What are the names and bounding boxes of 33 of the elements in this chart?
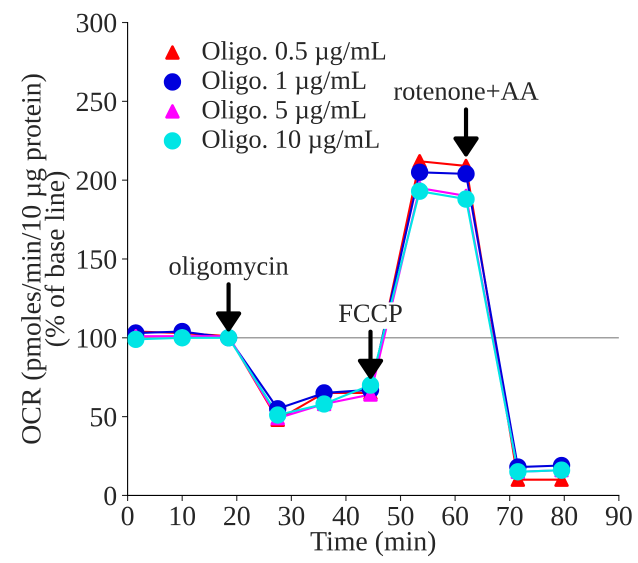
legend-label: Oligo. 0.5 µg/mL (202, 41, 386, 66)
point (457, 190, 475, 208)
x-tick-label: 60 (442, 506, 468, 526)
x-tick-label: 50 (388, 506, 414, 526)
x-tick-label: 40 (332, 506, 359, 526)
x-tick-label: 80 (551, 506, 578, 526)
annotation: FCCP (338, 304, 402, 322)
point (410, 164, 428, 181)
y-tick-label: 150 (78, 250, 116, 269)
point (174, 329, 191, 346)
point (269, 406, 286, 424)
x-tick-label: 30 (278, 506, 304, 526)
x-tick-label: 0 (122, 506, 134, 526)
y-tick-label: 200 (76, 171, 116, 190)
y-tick-label: 100 (78, 328, 116, 348)
x-tick-label: 20 (224, 506, 250, 526)
point (457, 165, 475, 183)
point (128, 330, 144, 348)
legend-label: Oligo. 5 µg/mL (202, 100, 366, 124)
legend-label: Oligo. 10 µg/mL (202, 129, 379, 154)
point (410, 182, 428, 200)
y-tick-label: 250 (76, 92, 116, 112)
x-tick-label: 10 (170, 506, 196, 526)
annotation: rotenone+AA (394, 82, 538, 100)
x-axis-title: Time (min) (310, 531, 436, 556)
x-tick-label: 70 (498, 506, 523, 526)
y-tick-label: 50 (91, 408, 116, 427)
annotation: oligomycin (169, 256, 288, 280)
y-tick-label: 300 (76, 14, 116, 32)
y-tick-label: 0 (104, 486, 116, 506)
x-tick-label: 90 (606, 506, 632, 526)
legend-label: Oligo. 1 µg/mL (202, 70, 366, 95)
y-axis-title: OCR (pmoles/min/10 µg protein) (% of base line) (21, 74, 70, 444)
